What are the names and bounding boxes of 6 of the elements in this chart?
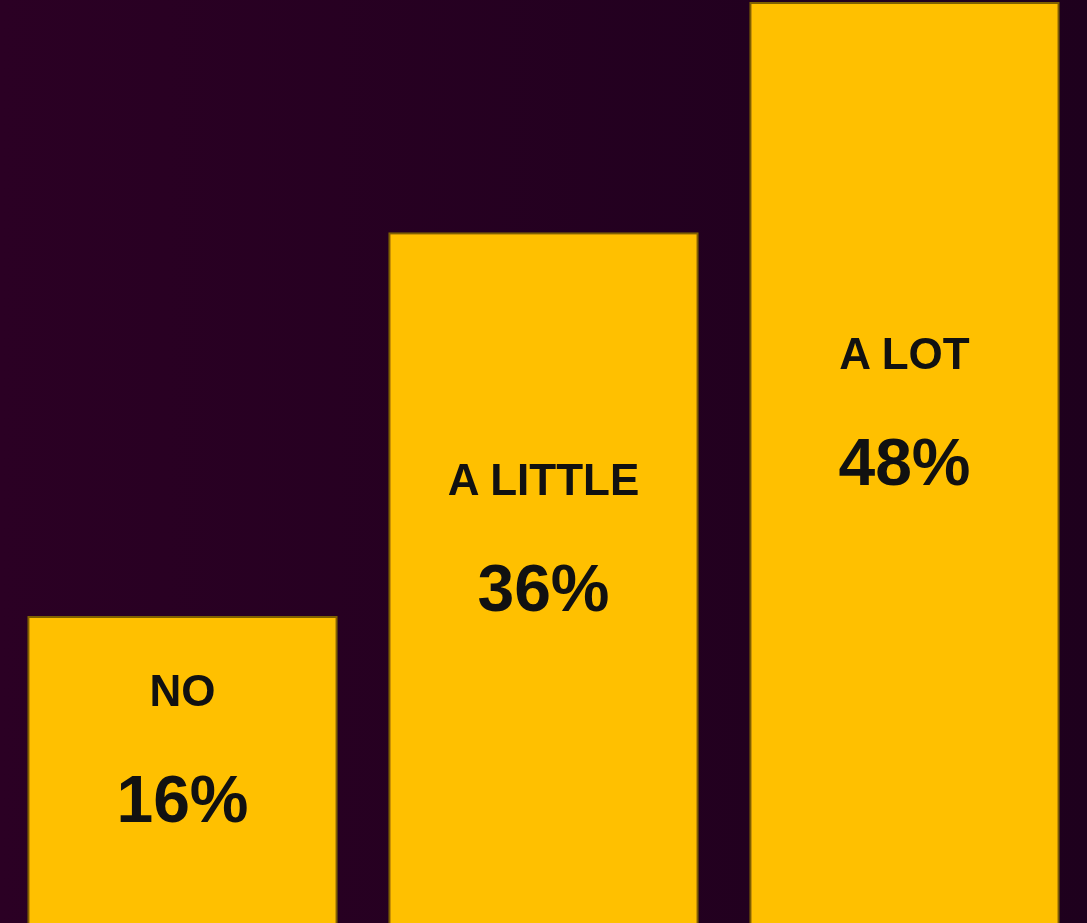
x-tick-label: A LOT bbox=[839, 328, 970, 378]
x-tick-label: NO bbox=[149, 666, 216, 716]
x-tick-label: A LITTLE bbox=[447, 455, 640, 505]
data-label: 36% bbox=[477, 551, 610, 626]
data-label: 48% bbox=[838, 424, 971, 499]
data-label: 16% bbox=[116, 762, 249, 837]
